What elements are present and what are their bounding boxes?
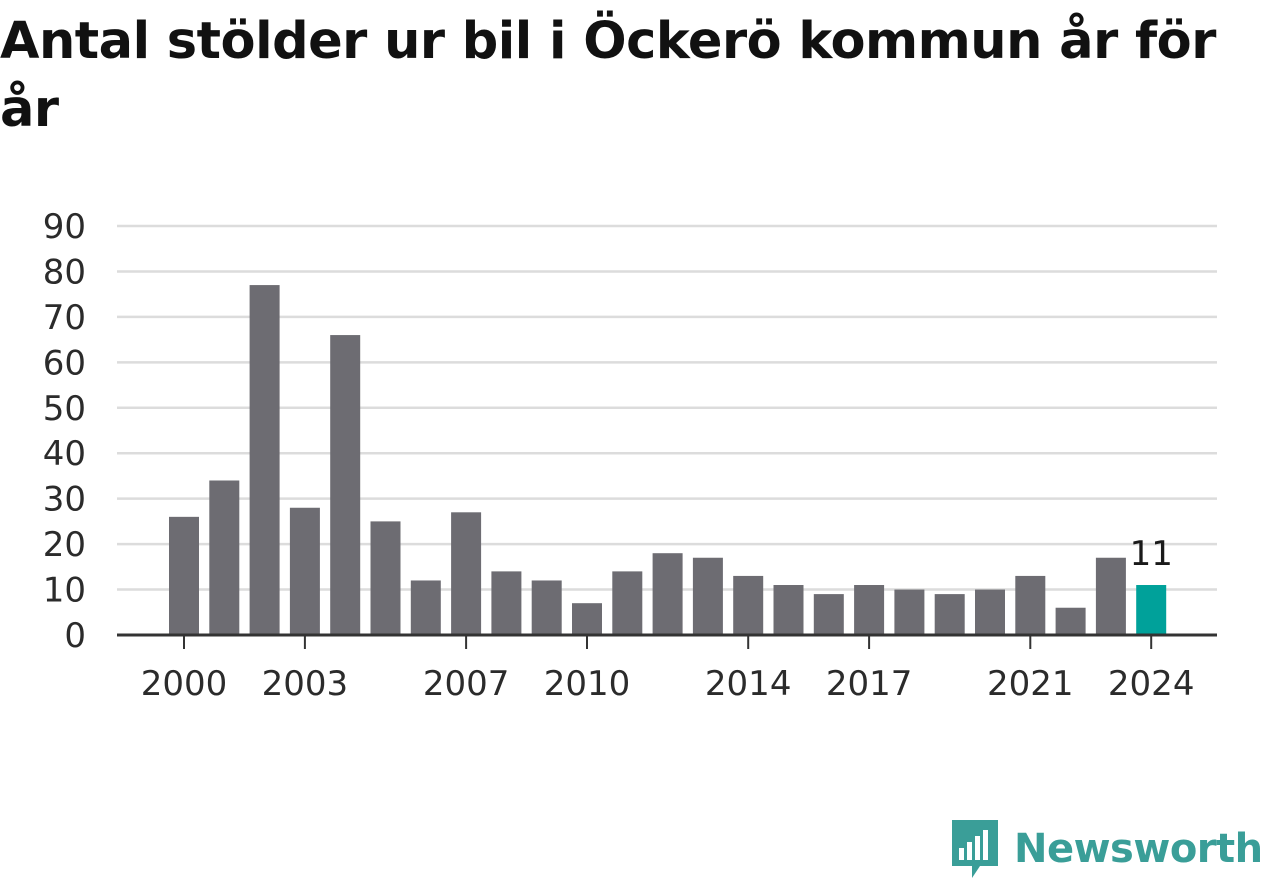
chart-title: Antal stölder ur bil i Öckerö kommun år … bbox=[0, 12, 1216, 139]
bar-2008 bbox=[491, 571, 522, 635]
x-tick-label: 2010 bbox=[544, 664, 631, 704]
y-tick-label: 10 bbox=[43, 571, 86, 611]
data-label-2024: 11 bbox=[1130, 534, 1173, 574]
bar-2016 bbox=[813, 594, 844, 635]
bar-chart: 0 10 20 30 40 50 60 70 80 90 2000 2003 2007 2010 2014… bbox=[43, 207, 1217, 704]
x-tick-label: 2000 bbox=[141, 664, 228, 704]
newsworthy-logo-icon bbox=[952, 820, 998, 878]
y-tick-label: 0 bbox=[64, 616, 86, 656]
x-tick-label: 2017 bbox=[826, 664, 913, 704]
bar-2022 bbox=[1055, 607, 1086, 635]
x-tick-label: 2007 bbox=[423, 664, 510, 704]
bar-2009 bbox=[531, 580, 562, 635]
x-tick-label: 2003 bbox=[262, 664, 349, 704]
y-tick-label: 60 bbox=[43, 343, 86, 383]
bar-2007 bbox=[451, 512, 482, 635]
bar-2006 bbox=[410, 580, 441, 635]
y-tick-label: 20 bbox=[43, 525, 86, 565]
bar-2018 bbox=[894, 589, 925, 635]
bar-2017 bbox=[854, 585, 885, 635]
y-tick-label: 40 bbox=[43, 434, 86, 474]
x-axis: 2000 2003 2007 2010 2014 2017 2021 2024 bbox=[117, 633, 1217, 704]
brand-name: Newsworthy bbox=[1014, 826, 1262, 872]
bar-2001 bbox=[209, 480, 240, 635]
bar-2024 bbox=[1136, 585, 1167, 635]
bar-2023 bbox=[1095, 557, 1126, 635]
newsworthy-brand: Newsworthy bbox=[950, 818, 1262, 880]
bar-2015 bbox=[773, 585, 804, 635]
bar-2005 bbox=[370, 521, 401, 635]
bar-2010 bbox=[572, 603, 602, 635]
y-tick-label: 80 bbox=[43, 252, 86, 292]
bar-2003 bbox=[289, 507, 320, 635]
x-tick-label: 2021 bbox=[987, 664, 1074, 704]
bar-2019 bbox=[934, 594, 965, 635]
y-tick-label: 90 bbox=[43, 207, 86, 247]
bar-2012 bbox=[652, 553, 683, 635]
bar-2011 bbox=[612, 571, 643, 635]
y-tick-label: 50 bbox=[43, 389, 86, 429]
bar-2020 bbox=[975, 589, 1005, 635]
bar-2021 bbox=[1015, 575, 1046, 635]
bar-2002 bbox=[249, 285, 280, 635]
bar-2014 bbox=[733, 575, 764, 635]
bar-2013 bbox=[692, 557, 723, 635]
bar-2000 bbox=[169, 516, 199, 635]
bar-2004 bbox=[330, 335, 361, 635]
x-tick-label: 2014 bbox=[705, 664, 792, 704]
x-tick-label: 2024 bbox=[1108, 664, 1195, 704]
bars bbox=[169, 285, 1167, 635]
gridlines bbox=[117, 224, 1217, 591]
data-labels: 11 bbox=[1130, 534, 1173, 574]
y-tick-label: 30 bbox=[43, 480, 86, 520]
y-tick-label: 70 bbox=[43, 298, 86, 338]
y-axis-tick-labels: 0 10 20 30 40 50 60 70 80 90 bbox=[43, 207, 86, 656]
